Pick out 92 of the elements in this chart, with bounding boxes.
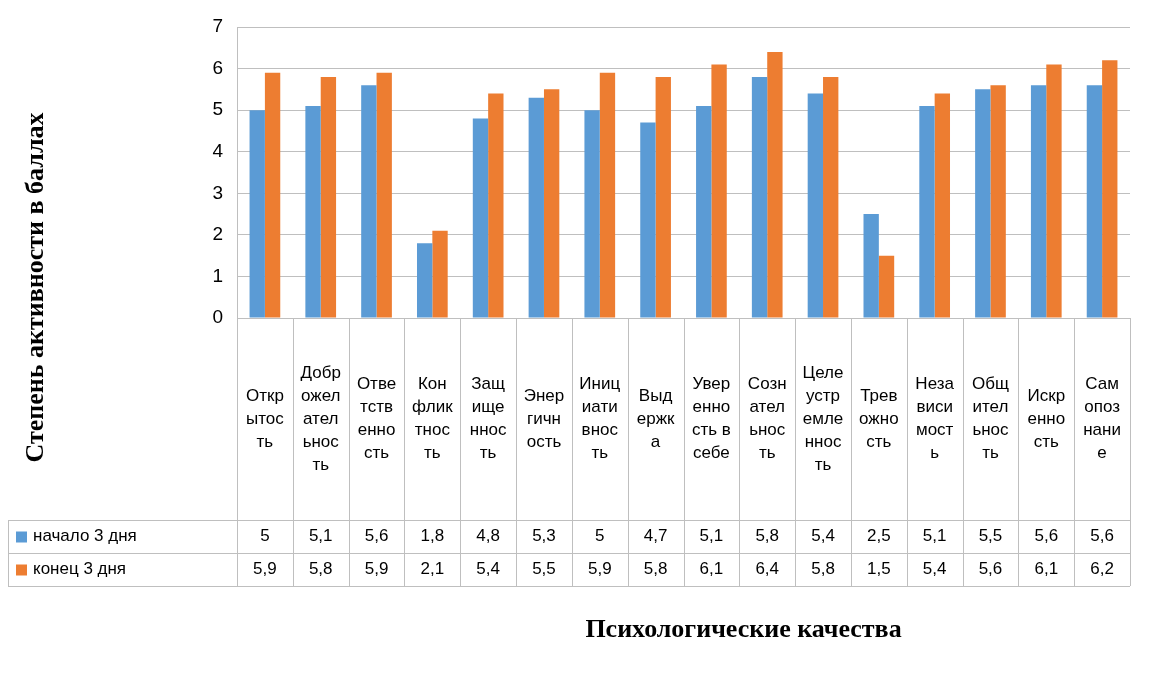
data-label: 5,9 — [364, 559, 389, 579]
bar — [751, 76, 768, 318]
x-tick-label: Целеустремленность — [802, 362, 844, 474]
text: Психологические качества — [585, 613, 902, 643]
bar — [472, 118, 489, 318]
y-tick-label: 6 — [212, 56, 223, 78]
bar — [488, 93, 504, 318]
x-tick-label: Конфликтность — [412, 374, 454, 463]
data-label: 5,4 — [811, 526, 835, 546]
data-label: 5,1 — [308, 526, 333, 546]
bar — [863, 214, 879, 318]
y-tick-label: 5 — [212, 98, 223, 120]
bar — [975, 89, 991, 318]
data-label: 5,8 — [811, 559, 835, 579]
y-tick-label: 2 — [212, 223, 223, 245]
bar — [934, 93, 951, 318]
bar — [584, 110, 600, 318]
x-tick-label: Энергичность — [523, 385, 565, 451]
x-tick-label: Открытость — [245, 385, 285, 451]
x-tick-label: Доброжелательность — [300, 362, 341, 474]
y-tick-label: 7 — [212, 15, 223, 37]
data-label: 5,9 — [587, 559, 612, 579]
data-label: 4,8 — [476, 526, 500, 546]
data-label: 2,5 — [867, 526, 891, 546]
data-label: 5,8 — [755, 526, 780, 546]
y-tick-label: 4 — [212, 139, 224, 161]
bar — [1086, 85, 1103, 318]
data-label: 5,6 — [364, 526, 389, 546]
bar — [655, 76, 671, 318]
bar — [361, 85, 377, 318]
x-tick-label: Самопознание — [1083, 374, 1121, 463]
x-tick-label: Выдержка — [636, 385, 676, 451]
bar — [543, 89, 560, 318]
bar — [711, 64, 727, 318]
bar — [376, 72, 392, 318]
data-label: 6,1 — [1034, 559, 1059, 579]
bar — [417, 243, 433, 318]
data-label: 5,4 — [476, 559, 500, 579]
data-label: 4,7 — [643, 526, 668, 546]
bar — [990, 85, 1006, 318]
data-label: 1,5 — [867, 559, 891, 579]
data-label: 5,8 — [308, 559, 333, 579]
data-label: 5,1 — [699, 526, 724, 546]
data-label: 5 — [260, 526, 270, 546]
bar — [878, 255, 895, 318]
data-label: 2,1 — [420, 559, 445, 579]
bar — [640, 122, 656, 318]
legend-label: конец 3 дня — [33, 559, 127, 579]
bar — [528, 97, 544, 318]
data-label: 5,9 — [253, 559, 277, 579]
data-label: 5,8 — [643, 559, 668, 579]
bar — [264, 72, 281, 318]
x-tick-label: Искренность — [1027, 385, 1066, 451]
x-tick-label: Инициативность — [579, 374, 621, 463]
data-label: 6,1 — [699, 559, 724, 579]
data-label: 5,4 — [922, 559, 947, 579]
x-tick-label: Ответственность — [356, 374, 397, 463]
x-tick-label: Тревожность — [859, 385, 899, 451]
bar — [1030, 85, 1047, 318]
y-tick-label: 0 — [212, 306, 223, 328]
y-tick-label: 3 — [212, 181, 223, 203]
data-label: 5,6 — [1034, 526, 1059, 546]
bar — [432, 230, 448, 318]
data-label: 6,2 — [1090, 559, 1114, 579]
data-label: 5,5 — [978, 526, 1003, 546]
bar — [696, 105, 712, 318]
x-tick-label: Уверенность в себе — [691, 374, 731, 463]
x-tick-label: Сознательность — [747, 374, 787, 463]
data-label: 5 — [595, 526, 605, 546]
data-label: 5,5 — [532, 559, 556, 579]
bar — [320, 76, 337, 318]
data-label: 1,8 — [420, 526, 445, 546]
legend-label: начало 3 дня — [33, 526, 137, 546]
bar — [249, 110, 265, 318]
data-label: 5,1 — [922, 526, 947, 546]
bar — [1046, 64, 1062, 318]
bar — [807, 93, 824, 318]
y-tick-label: 1 — [212, 264, 223, 286]
bar — [919, 105, 935, 318]
data-label: 5,3 — [532, 526, 556, 546]
bar — [599, 72, 616, 318]
x-tick-label: Защищенность — [469, 374, 508, 463]
bar — [1102, 60, 1118, 318]
bar — [767, 51, 783, 318]
data-label: 6,4 — [755, 559, 780, 579]
text: Степень активности в баллах — [19, 112, 49, 463]
data-label: 5,6 — [978, 559, 1003, 579]
x-tick-label: Общительность — [971, 374, 1010, 463]
x-tick-label: Независимость — [915, 374, 955, 463]
bar — [305, 105, 321, 318]
bar — [823, 76, 839, 318]
data-label: 5,6 — [1090, 526, 1114, 546]
